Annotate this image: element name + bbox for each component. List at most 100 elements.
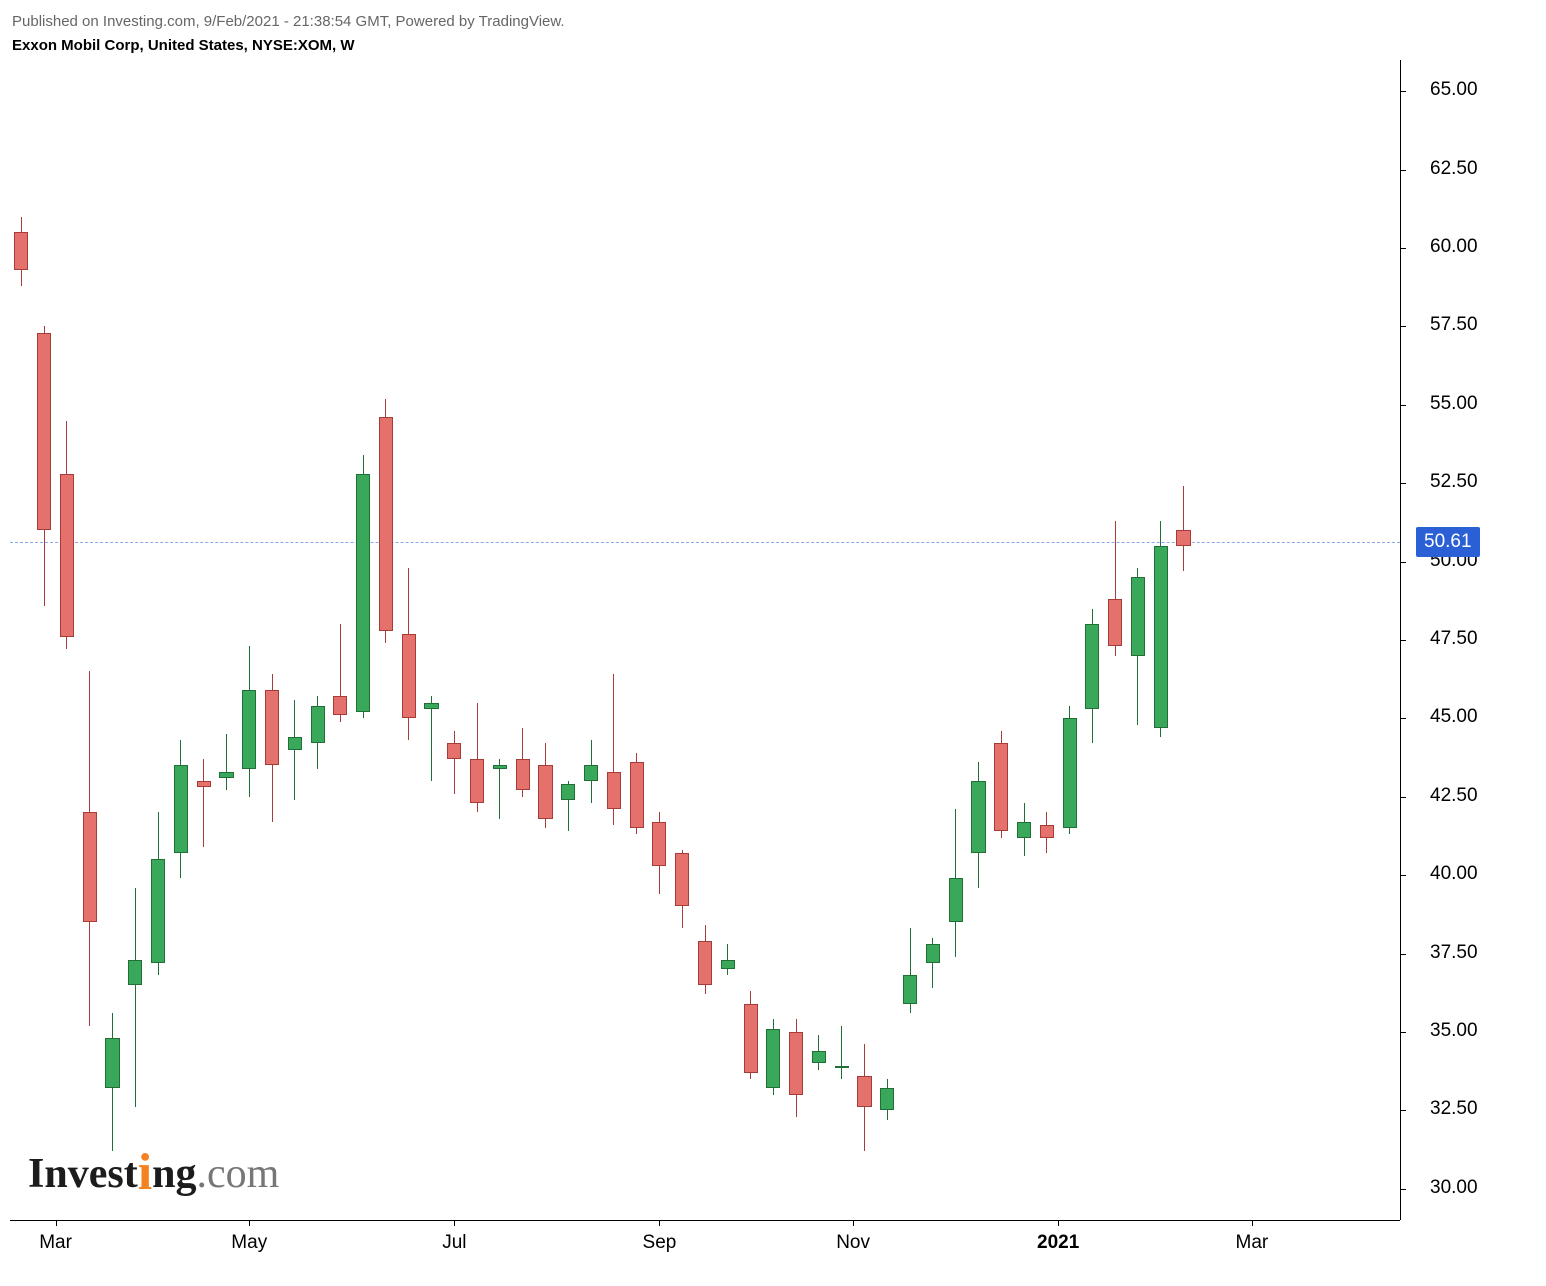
- candle-body[interactable]: [949, 878, 963, 922]
- candle-body[interactable]: [812, 1051, 826, 1064]
- candle-body[interactable]: [516, 759, 530, 790]
- candle-body[interactable]: [60, 474, 74, 637]
- candle-body[interactable]: [333, 696, 347, 715]
- y-tick: [1400, 640, 1406, 641]
- y-tick: [1400, 718, 1406, 719]
- candle-body[interactable]: [242, 690, 256, 768]
- candle-body[interactable]: [1176, 530, 1190, 546]
- investing-logo: Investing.com: [28, 1150, 279, 1198]
- y-tick: [1400, 248, 1406, 249]
- candle-body[interactable]: [311, 706, 325, 744]
- y-tick: [1400, 170, 1406, 171]
- x-tick: [454, 1220, 455, 1226]
- candle-body[interactable]: [493, 765, 507, 768]
- x-label: 2021: [1037, 1232, 1079, 1254]
- candle-wick: [1183, 486, 1184, 571]
- candle-body[interactable]: [744, 1004, 758, 1073]
- y-label: 65.00: [1430, 79, 1478, 101]
- candle-body[interactable]: [994, 743, 1008, 831]
- x-axis: [10, 1220, 1400, 1221]
- candle-body[interactable]: [1154, 546, 1168, 728]
- candle-body[interactable]: [424, 703, 438, 709]
- y-label: 45.00: [1430, 706, 1478, 728]
- chart-title: Exxon Mobil Corp, United States, NYSE:XO…: [12, 34, 565, 58]
- x-tick: [249, 1220, 250, 1226]
- candle-body[interactable]: [1017, 822, 1031, 838]
- candle-body[interactable]: [1063, 718, 1077, 828]
- candle-body[interactable]: [1040, 825, 1054, 838]
- y-label: 30.00: [1430, 1177, 1478, 1199]
- x-label: Nov: [836, 1232, 870, 1254]
- y-tick: [1400, 954, 1406, 955]
- y-label: 35.00: [1430, 1020, 1478, 1042]
- x-label: Jul: [442, 1232, 466, 1254]
- x-tick: [56, 1220, 57, 1226]
- candle-body[interactable]: [561, 784, 575, 800]
- candle-wick: [135, 888, 136, 1107]
- candle-wick: [841, 1026, 842, 1079]
- published-line: Published on Investing.com, 9/Feb/2021 -…: [12, 10, 565, 34]
- candle-body[interactable]: [926, 944, 940, 963]
- y-label: 62.50: [1430, 158, 1478, 180]
- y-tick: [1400, 405, 1406, 406]
- x-label: Mar: [1236, 1232, 1269, 1254]
- current-price-tag: 50.61: [1416, 527, 1480, 557]
- y-tick: [1400, 483, 1406, 484]
- candle-body[interactable]: [197, 781, 211, 787]
- y-tick: [1400, 562, 1406, 563]
- candle-body[interactable]: [470, 759, 484, 803]
- candle-body[interactable]: [37, 333, 51, 531]
- current-price-line: [10, 542, 1400, 543]
- candle-body[interactable]: [105, 1038, 119, 1088]
- candle-body[interactable]: [402, 634, 416, 719]
- y-tick: [1400, 875, 1406, 876]
- candle-body[interactable]: [607, 772, 621, 810]
- candle-body[interactable]: [128, 960, 142, 985]
- candle-body[interactable]: [1108, 599, 1122, 646]
- y-tick: [1400, 91, 1406, 92]
- x-tick: [1252, 1220, 1253, 1226]
- candle-body[interactable]: [219, 772, 233, 778]
- candle-body[interactable]: [288, 737, 302, 750]
- y-label: 42.50: [1430, 785, 1478, 807]
- candle-body[interactable]: [880, 1088, 894, 1110]
- candle-body[interactable]: [630, 762, 644, 828]
- x-tick: [659, 1220, 660, 1226]
- candle-wick: [294, 700, 295, 800]
- y-tick: [1400, 1032, 1406, 1033]
- y-label: 37.50: [1430, 942, 1478, 964]
- candle-body[interactable]: [584, 765, 598, 781]
- candle-body[interactable]: [789, 1032, 803, 1095]
- candle-body[interactable]: [698, 941, 712, 985]
- candle-body[interactable]: [151, 859, 165, 962]
- y-tick: [1400, 1189, 1406, 1190]
- x-label: May: [231, 1232, 267, 1254]
- y-label: 60.00: [1430, 236, 1478, 258]
- candle-body[interactable]: [857, 1076, 871, 1107]
- candle-wick: [431, 696, 432, 781]
- candle-wick: [203, 759, 204, 847]
- candle-body[interactable]: [903, 975, 917, 1003]
- candle-body[interactable]: [538, 765, 552, 818]
- candle-body[interactable]: [83, 812, 97, 922]
- candle-body[interactable]: [835, 1066, 849, 1068]
- candle-body[interactable]: [1131, 577, 1145, 655]
- x-tick: [853, 1220, 854, 1226]
- x-label: Sep: [643, 1232, 677, 1254]
- candle-body[interactable]: [766, 1029, 780, 1089]
- candle-body[interactable]: [379, 417, 393, 630]
- candle-body[interactable]: [721, 960, 735, 969]
- candle-body[interactable]: [14, 232, 28, 270]
- x-tick: [1058, 1220, 1059, 1226]
- candle-body[interactable]: [174, 765, 188, 853]
- candle-body[interactable]: [265, 690, 279, 765]
- y-tick: [1400, 1110, 1406, 1111]
- candle-body[interactable]: [447, 743, 461, 759]
- candle-body[interactable]: [675, 853, 689, 906]
- candle-body[interactable]: [356, 474, 370, 712]
- y-label: 32.50: [1430, 1098, 1478, 1120]
- candle-body[interactable]: [652, 822, 666, 866]
- y-label: 52.50: [1430, 471, 1478, 493]
- candle-body[interactable]: [1085, 624, 1099, 709]
- candle-body[interactable]: [971, 781, 985, 853]
